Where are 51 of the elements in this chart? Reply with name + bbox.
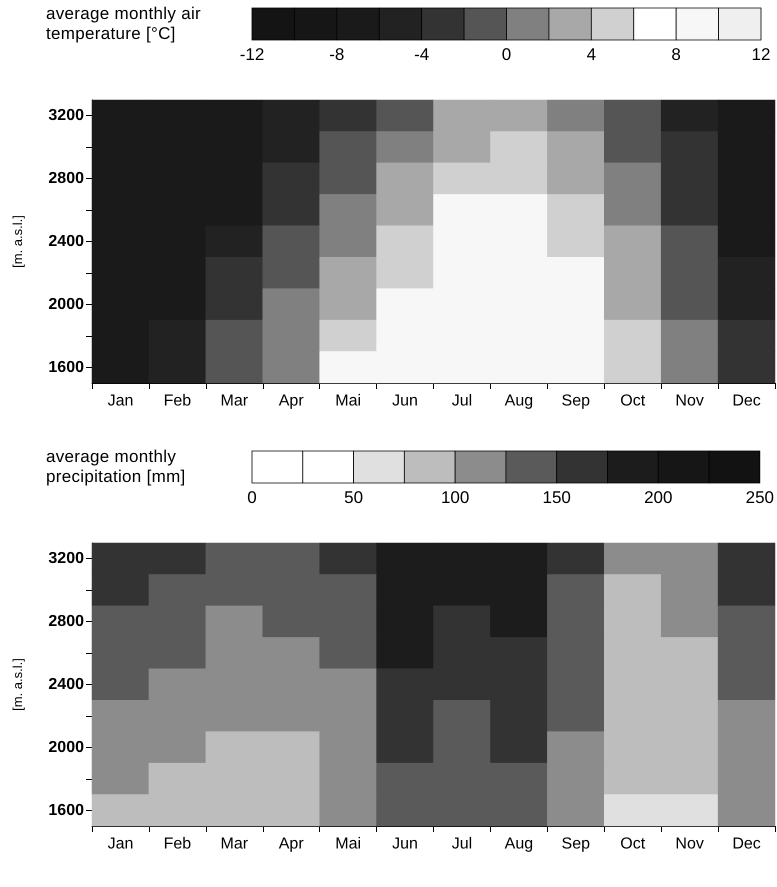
color-bar-label: -8 (329, 45, 344, 64)
y-tick-label: 1600 (48, 358, 84, 376)
x-tick-label: Jun (392, 392, 418, 410)
x-tick-label: Feb (164, 392, 192, 410)
x-tick-label: Mai (335, 392, 362, 410)
x-tick-label: Jan (108, 392, 134, 410)
y-axis-title: [m. a.s.l.] (10, 658, 25, 711)
x-tick-label: Aug (504, 392, 534, 410)
y-tick-label: 3200 (48, 550, 84, 568)
color-bar-label: 0 (502, 45, 512, 64)
x-tick-label: Jul (452, 836, 472, 852)
x-tick-label: Jun (392, 836, 418, 852)
x-tick-label: Oct (620, 836, 646, 852)
y-tick-label: 2400 (48, 676, 84, 693)
color-bar-label: 50 (344, 488, 364, 507)
color-bar-label: -4 (414, 45, 430, 64)
x-tick-label: Mar (220, 836, 249, 852)
color-bar-title: average monthly precipitation [mm] (46, 447, 187, 487)
y-axis-title: [m. a.s.l.] (10, 215, 25, 268)
x-tick-label: Dec (732, 392, 761, 410)
x-tick-label: Oct (620, 392, 646, 410)
x-tick-label: Dec (732, 836, 761, 852)
x-tick-label: Nov (675, 836, 704, 852)
color-bar-title: average monthly air temperature [°C] (46, 4, 202, 44)
y-tick-label: 2000 (48, 738, 84, 756)
x-tick-label: Sep (562, 836, 590, 852)
y-tick-label: 2800 (48, 613, 84, 630)
color-bar-label: 8 (671, 45, 681, 64)
x-tick-label: Mai (335, 836, 362, 852)
x-tick-label: Nov (675, 392, 704, 410)
x-tick-label: Apr (278, 836, 304, 852)
y-tick-label: 2800 (48, 170, 84, 188)
x-tick-label: Feb (164, 836, 192, 852)
y-tick-label: 3200 (48, 107, 84, 124)
y-tick-label: 1600 (48, 802, 84, 819)
color-bar-label: 0 (247, 488, 257, 507)
color-bar-label: 250 (746, 488, 774, 507)
y-tick-label: 2400 (48, 233, 84, 250)
color-bar-label: 4 (586, 45, 596, 64)
color-bar-label: 150 (542, 488, 571, 507)
color-bar-label: -12 (240, 45, 264, 64)
x-tick-label: Jul (452, 392, 472, 410)
x-tick-label: Jan (108, 836, 134, 852)
x-tick-label: Apr (278, 392, 304, 410)
color-bar-label: 12 (752, 45, 770, 64)
x-tick-label: Sep (562, 392, 590, 410)
color-bar-label: 100 (440, 488, 470, 507)
color-bar-label: 200 (644, 488, 672, 507)
x-tick-label: Aug (504, 836, 534, 852)
y-tick-label: 2000 (48, 296, 84, 313)
x-tick-label: Mar (220, 392, 249, 410)
